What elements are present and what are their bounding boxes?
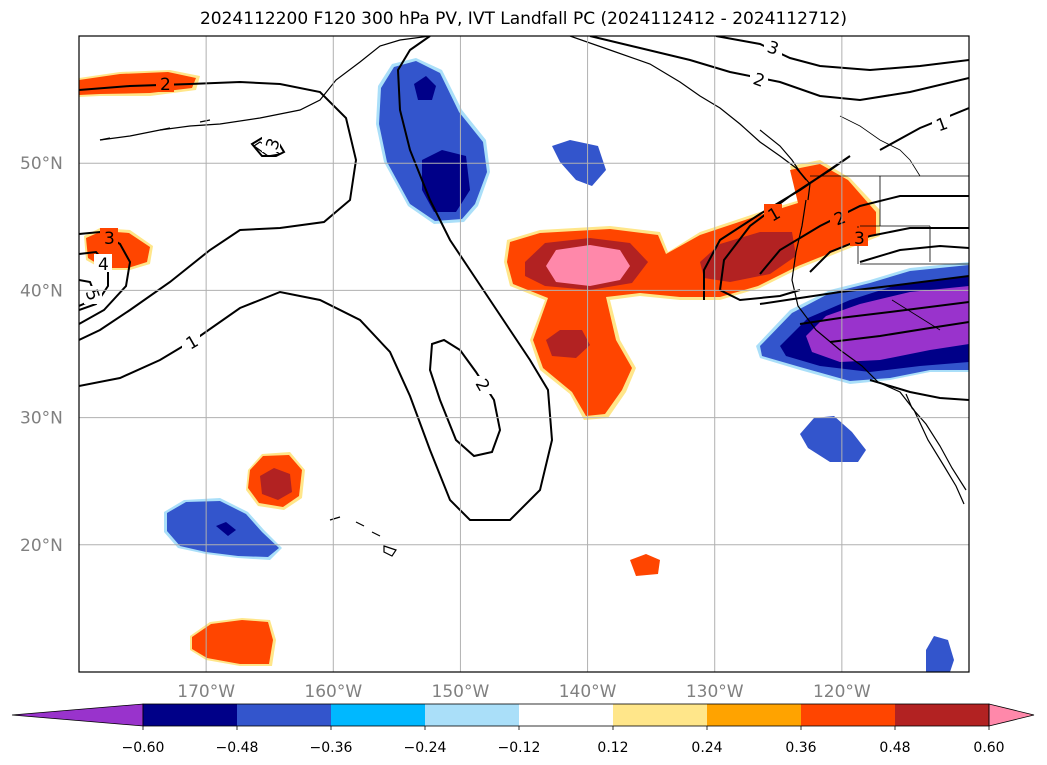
negative-anomaly-north-strong (422, 150, 470, 212)
negative-anomaly-east-south (800, 416, 866, 462)
contour-2-northeast (589, 36, 969, 102)
lon-tick-label: 120°W (813, 682, 871, 702)
coastlines (99, 36, 967, 557)
positive-anomaly-coast-strong (700, 232, 796, 282)
gridlines (79, 36, 969, 672)
negative-anomaly-east-peak (806, 286, 969, 362)
colorbar-tick-label: 0.48 (879, 740, 910, 756)
lat-tick-label: 40°N (20, 281, 63, 301)
aleutian-islands (99, 119, 282, 157)
colorbar-frame (142, 703, 990, 727)
ivt-contours (79, 36, 969, 521)
us-west-coast (791, 199, 965, 505)
contour-label: 2 (160, 75, 171, 95)
longitude-labels: 170°W 160°W 150°W 140°W 130°W 120°W (177, 682, 871, 702)
lat-tick-label: 30°N (20, 409, 63, 429)
colorbar-segment (425, 704, 520, 726)
negative-anomaly-north-strong2 (414, 76, 436, 100)
contour-label: 4 (98, 255, 109, 275)
latitude-labels: 50°N 40°N 30°N 20°N (20, 154, 63, 556)
colorbar-tick-label: −0.24 (404, 740, 447, 756)
hawaiian-islands (329, 516, 397, 557)
lon-tick-label: 150°W (432, 682, 490, 702)
contour-3-coast-south (829, 321, 969, 343)
colorbar-tick-labels: −0.60 −0.48 −0.36 −0.24 −0.12 0.12 0.24 0.36 0.4… (122, 726, 1005, 756)
colorbar-tick-label: 0.24 (691, 740, 722, 756)
canada-provinces (839, 115, 921, 177)
colorbar-extend-low (11, 703, 144, 727)
lon-tick-label: 140°W (559, 682, 617, 702)
contour-label: 3 (854, 229, 865, 249)
chart-title: 2024112200 F120 300 hPa PV, IVT Landfall… (199, 9, 847, 29)
colorbar-extend-high (988, 703, 1035, 727)
lat-tick-label: 20°N (20, 536, 63, 556)
contour-1-west (79, 36, 554, 521)
contour-1-coast-south (759, 275, 969, 305)
contour-4-west (79, 250, 109, 311)
positive-anomaly-small-south (630, 554, 660, 576)
lon-tick-label: 130°W (686, 682, 744, 702)
positive-anomaly-southwest-core (192, 620, 273, 664)
negative-anomaly-southeast (926, 636, 954, 672)
colorbar-segment (519, 704, 614, 726)
colorbar-segment (707, 704, 802, 726)
bc-coast (759, 129, 811, 201)
map-plot-area: 2 3 3 4 5 1 2 3 2 1 1 2 3 (79, 36, 969, 672)
colorbar-segment (801, 704, 896, 726)
lon-tick-label: 160°W (304, 682, 362, 702)
contour-3-coast (809, 227, 969, 273)
colorbar-segment (613, 704, 708, 726)
positive-anomaly-south-strong (546, 330, 590, 358)
contour-1-southeast (869, 379, 969, 401)
colorbar-tick-label: −0.12 (498, 740, 541, 756)
colorbar-segment (895, 704, 990, 726)
positive-anomaly-hawaii-north-strong (260, 468, 292, 500)
colorbar-tick-label: 0.60 (973, 740, 1004, 756)
colorbar-tick-label: 0.12 (597, 740, 628, 756)
contour-inner-coast (859, 244, 969, 263)
contour-3-northeast (715, 36, 969, 72)
colorbar-segment (237, 704, 332, 726)
colorbar-tick-label: −0.48 (216, 740, 259, 756)
colorbar-segment (143, 704, 238, 726)
negative-anomaly-southwest-strong (216, 522, 236, 536)
colorbar-tick-label: 0.36 (785, 740, 816, 756)
colorbar-tick-label: −0.36 (310, 740, 353, 756)
contour-2-coast-south (799, 301, 969, 325)
contour-label: 3 (104, 229, 115, 249)
map-frame (78, 35, 970, 673)
colorbar-segment (331, 704, 426, 726)
alaska-panhandle-coast (569, 36, 807, 181)
contour-2-north (79, 80, 358, 341)
baja-coast (905, 393, 967, 491)
lon-tick-label: 170°W (177, 682, 235, 702)
lat-tick-label: 50°N (20, 154, 63, 174)
contour-2-central (428, 338, 502, 458)
colorbar (11, 703, 1035, 727)
colorbar-tick-label: −0.60 (122, 740, 165, 756)
contour-1-coast (703, 155, 851, 302)
contour-1-northeast (879, 107, 969, 151)
